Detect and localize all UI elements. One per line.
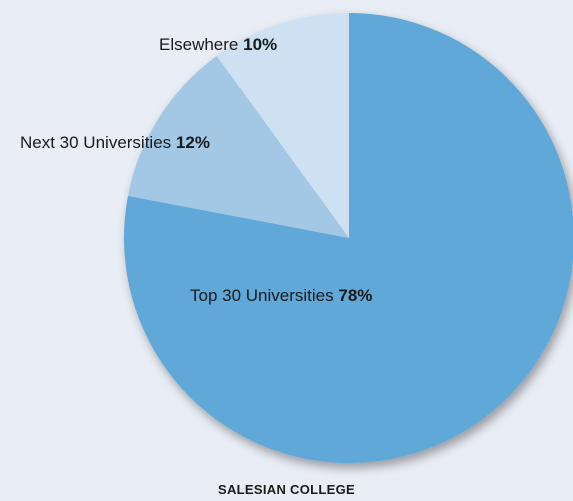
chart-footer-caption: SALESIAN COLLEGE — [218, 482, 355, 497]
pie-slices — [124, 13, 573, 463]
slice-label-elsewhere-name: Elsewhere — [159, 35, 239, 54]
slice-label-elsewhere-value: 10% — [243, 35, 278, 54]
slice-label-top-30-name: Top 30 Universities — [190, 286, 334, 305]
slice-label-top-30-value: 78% — [338, 286, 373, 305]
slice-label-next-30-value: 12% — [175, 133, 210, 152]
slice-label-next-30: Next 30 Universities 12% — [20, 133, 210, 153]
slice-label-top-30: Top 30 Universities 78% — [190, 286, 372, 306]
slice-next-30 — [127, 55, 350, 238]
slice-label-next-30-name: Next 30 Universities — [20, 133, 172, 152]
slice-label-elsewhere: Elsewhere 10% — [159, 35, 277, 55]
slice-elsewhere — [216, 13, 349, 238]
slice-top-30 — [124, 13, 573, 463]
